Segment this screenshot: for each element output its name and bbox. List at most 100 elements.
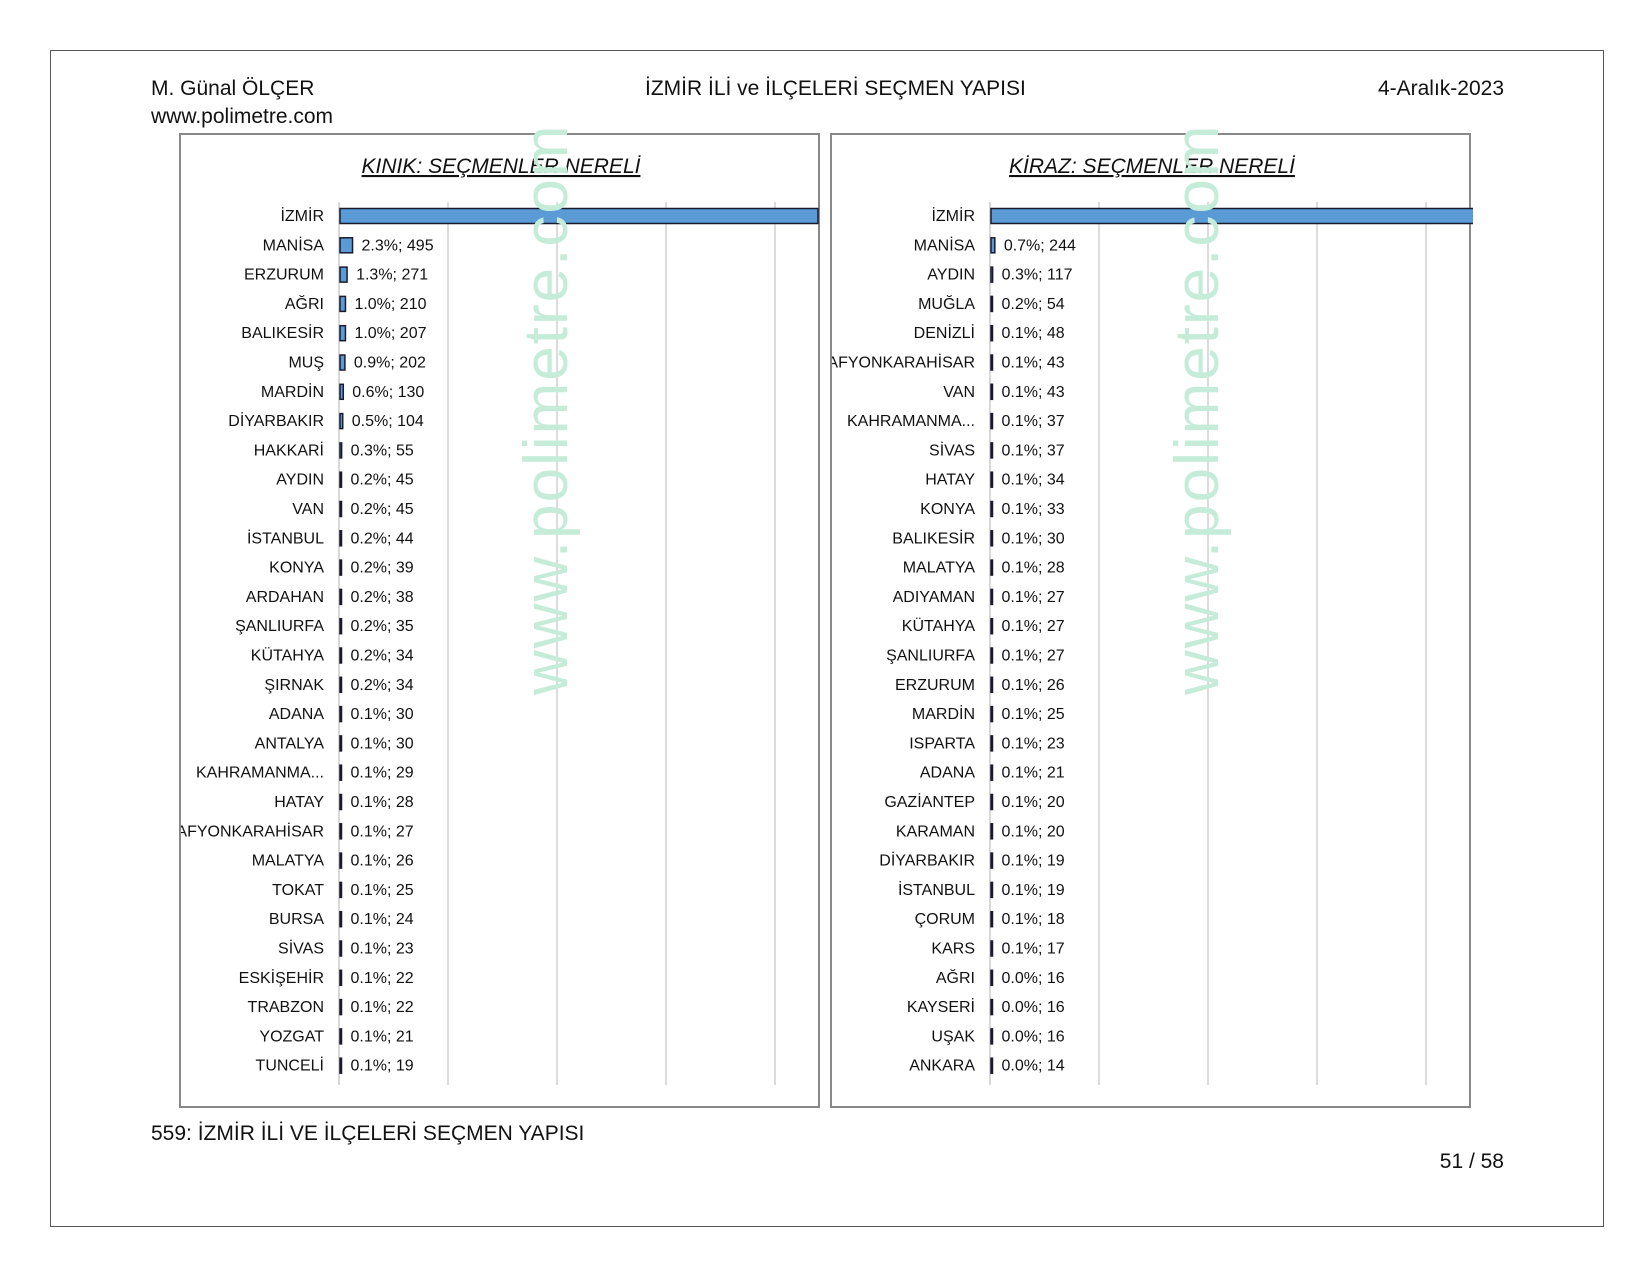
data-label: 1.0%; 210 [354, 296, 426, 313]
data-label: 0.1%; 25 [351, 882, 414, 899]
bar [339, 383, 345, 401]
data-label: 0.1%; 43 [1002, 355, 1065, 372]
data-label: 0.1%; 20 [1002, 823, 1065, 840]
watermark-right: www.polimetre.com [1163, 123, 1232, 695]
category-label: ŞANLIURFA [886, 648, 975, 665]
data-label: 0.0%; 16 [1002, 999, 1065, 1016]
data-label: 0.2%; 45 [351, 501, 414, 518]
category-label: SİVAS [278, 939, 324, 958]
bar [339, 471, 343, 488]
data-label: 0.2%; 34 [351, 648, 414, 665]
category-label: BALIKESİR [892, 528, 975, 547]
category-label: GAZİANTEP [884, 792, 975, 811]
category-label: UŞAK [931, 1028, 975, 1045]
category-label: AYDIN [276, 472, 324, 489]
data-label: 0.1%; 25 [1002, 706, 1065, 723]
data-label: 0.1%; 21 [351, 1028, 414, 1045]
category-label: ADIYAMAN [893, 589, 975, 606]
bar [339, 705, 343, 723]
data-label: 0.2%; 44 [351, 530, 414, 547]
bar [990, 705, 994, 723]
data-label: 0.1%; 24 [351, 911, 414, 928]
bar [990, 471, 994, 488]
data-label: 0.2%; 39 [351, 560, 414, 577]
category-label: YOZGAT [259, 1028, 324, 1045]
category-label: MALATYA [903, 560, 976, 577]
data-label: 0.2%; 35 [351, 618, 414, 635]
bar [990, 852, 994, 869]
chart-kiraz: KİRAZ: SEÇMENLER NERELİİZMİR95.9%;32,521… [830, 123, 1473, 1108]
bar [990, 207, 1473, 225]
bar [990, 266, 994, 283]
data-label: 0.0%; 14 [1002, 1058, 1065, 1075]
bar [990, 1057, 994, 1074]
bar [990, 910, 994, 928]
category-label: İZMİR [931, 206, 975, 225]
category-label: BURSA [269, 911, 324, 928]
data-label: 0.2%; 34 [351, 677, 414, 694]
data-label: 0.1%; 19 [351, 1058, 414, 1075]
category-label: ADANA [269, 706, 324, 723]
data-label: 0.1%; 21 [1002, 765, 1065, 782]
data-label: 1.3%; 271 [356, 267, 428, 284]
category-label: KAHRAMANMA... [196, 765, 324, 782]
bar [339, 793, 343, 811]
bar [339, 676, 343, 694]
data-label: 0.1%; 37 [1002, 442, 1065, 459]
bar [990, 530, 994, 547]
bar [990, 998, 994, 1016]
bar [339, 500, 343, 518]
data-label: 0.0%; 16 [1002, 1028, 1065, 1045]
category-label: VAN [292, 501, 324, 518]
bar [990, 354, 994, 371]
page-title: İZMİR İLİ ve İLÇELERİ SEÇMEN YAPISI [645, 77, 1026, 100]
bar [990, 764, 994, 781]
chart-kinik: KINIK: SEÇMENLER NERELİİZMİR87.7%;18,926… [179, 124, 820, 1108]
category-label: MUŞ [288, 355, 324, 372]
category-label: KAYSERİ [907, 997, 975, 1016]
bar [339, 998, 343, 1016]
bar [339, 207, 819, 225]
bar [339, 940, 343, 957]
data-label: 0.6%; 130 [352, 384, 424, 401]
bar [339, 354, 346, 371]
category-label: KAHRAMANMA... [847, 413, 975, 430]
bar [339, 823, 343, 840]
data-label: 0.3%; 117 [1002, 267, 1073, 284]
website-link[interactable]: www.polimetre.com [151, 105, 334, 128]
bar [339, 266, 348, 283]
category-label: DENİZLİ [914, 323, 975, 342]
data-label: 0.1%; 30 [351, 706, 414, 723]
category-label: ERZURUM [244, 267, 324, 284]
category-label: AĞRI [936, 968, 975, 987]
data-label: 0.2%; 45 [351, 472, 414, 489]
category-label: KONYA [920, 501, 975, 518]
data-label: 0.2%; 38 [351, 589, 414, 606]
category-label: ÇORUM [915, 911, 975, 928]
figure-caption: 559: İZMİR İLİ VE İLÇELERİ SEÇMEN YAPISI [151, 1122, 585, 1145]
category-label: AFYONKARAHİSAR [832, 353, 975, 372]
bar [990, 237, 996, 254]
data-label: 0.3%; 55 [351, 442, 414, 459]
bar [339, 588, 343, 606]
bar [339, 442, 343, 459]
data-label: 0.1%; 37 [1002, 413, 1065, 430]
bar [990, 793, 994, 811]
bar [990, 412, 994, 430]
data-label: 0.1%; 26 [1002, 677, 1065, 694]
data-label: 0.9%; 202 [354, 355, 426, 372]
bar [990, 823, 994, 840]
data-label: 0.1%; 27 [351, 823, 414, 840]
category-label: İSTANBUL [247, 528, 324, 547]
category-label: SİVAS [929, 440, 975, 459]
data-label: 0.1%; 43 [1002, 384, 1065, 401]
bar [990, 295, 994, 313]
bar [339, 910, 343, 928]
data-label: 0.1%; 48 [1002, 325, 1065, 342]
bar [339, 881, 343, 899]
bar [339, 237, 354, 254]
data-label: 0.1%; 26 [351, 853, 414, 870]
category-label: AYDIN [927, 267, 975, 284]
category-label: ŞANLIURFA [235, 618, 324, 635]
category-label: ANTALYA [255, 735, 325, 752]
